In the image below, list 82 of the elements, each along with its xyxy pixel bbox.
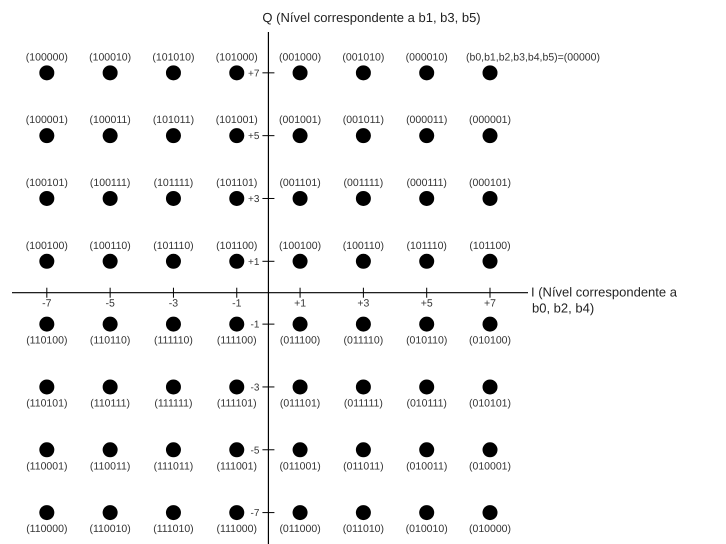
annotation: (110001) [26,460,68,472]
y-tick-label: +5 [248,131,260,142]
x-tick-label: +3 [357,298,370,310]
annotation: (001010) [342,51,384,64]
annotation: (010111) [406,397,447,410]
annotation: (100000) [26,51,68,64]
annotation: (100010) [89,51,132,64]
annotation: (011000) [279,523,321,536]
annotation: (011001) [279,460,321,472]
annotation: (101000) [216,51,258,64]
annotation: (000011) [406,114,448,126]
annotation: (100110) [342,240,384,252]
annotation: (100100) [279,240,322,252]
y-tick-label: -7 [250,508,260,520]
annotation: (011111) [344,397,383,410]
annotation: (101110) [406,240,447,252]
annotation: (111110) [154,334,193,347]
y-tick-label: +7 [248,68,260,80]
x-tick-label: +1 [294,298,306,310]
annotation: (000101) [468,176,512,189]
annotation: (010011) [406,460,448,472]
annotation: (001111) [344,176,384,189]
annotation: (101001) [216,114,258,126]
x-tick-label: -3 [168,298,178,310]
annotation: (100101) [26,176,68,189]
annotation: (101110) [153,240,194,252]
annotation: (011100) [280,334,320,347]
annotation: (011101) [280,397,320,410]
y-tick-label: +1 [248,256,260,268]
annotation: (110111) [90,397,130,410]
annotation: (000001) [468,114,512,126]
x-tick-label: +5 [420,298,433,310]
annotation: (110100) [26,334,68,347]
annotation: (010000) [468,523,512,536]
annotation: (110011) [90,460,130,472]
x-tick-label: -7 [42,298,52,310]
y-tick-label: -5 [250,445,260,456]
annotation: (010100) [468,334,512,347]
annotation: (111000) [216,523,258,536]
annotation: (101010) [152,51,194,64]
annotation: (111100) [216,334,257,347]
x-tick-label: -5 [105,298,115,310]
annotation: (011011) [343,460,384,472]
y-tick-label: -1 [250,320,260,331]
annotation: (100111) [90,176,130,189]
annotation: (010101) [468,397,512,410]
annotation: (000111) [406,176,447,189]
y-tick-label: +3 [248,194,260,205]
x-tick-label: -1 [232,298,242,310]
annotation: (001000) [279,51,322,64]
annotation: (011010) [342,523,384,536]
annotation: (001101) [279,176,321,189]
annotation: (111111) [154,397,193,410]
annotation: (100110) [90,240,131,252]
annotation: (b0,b1,b2,b3,b4,b5)=(00000) [466,51,600,64]
annotation: (010001) [468,460,512,472]
y-tick-label: -3 [250,382,260,394]
annotation: (000010) [406,51,448,64]
annotation: (101100) [469,240,511,252]
annotation: (111010) [153,523,194,536]
annotation: (101101) [216,176,258,189]
annotation: (100011) [90,114,131,126]
annotation: (100001) [26,114,68,126]
annotation: (100100) [26,240,68,252]
annotation: (111011) [154,460,194,472]
annotation: (010110) [406,334,448,347]
annotation: (110110) [90,334,130,347]
annotation: (011110) [344,334,384,347]
annotation: (010010) [406,523,448,536]
annotation: (111101) [216,397,257,410]
annotation: (101100) [216,240,258,252]
x-tick-label: +7 [484,298,496,310]
x-axis-title: I (Nível correspondente a b0, b2, b4) [531,284,678,316]
annotation: (001001) [279,114,322,126]
annotation: (110010) [90,523,131,536]
annotation: (001011) [342,114,384,126]
y-axis-title: Q (Nível correspondente a b1, b3, b5) [262,10,481,25]
annotation: (110000) [26,523,68,536]
annotation: (111001) [216,460,258,472]
annotation: (101111) [154,176,194,189]
annotation: (101011) [152,114,194,126]
annotation: (110101) [26,397,68,410]
